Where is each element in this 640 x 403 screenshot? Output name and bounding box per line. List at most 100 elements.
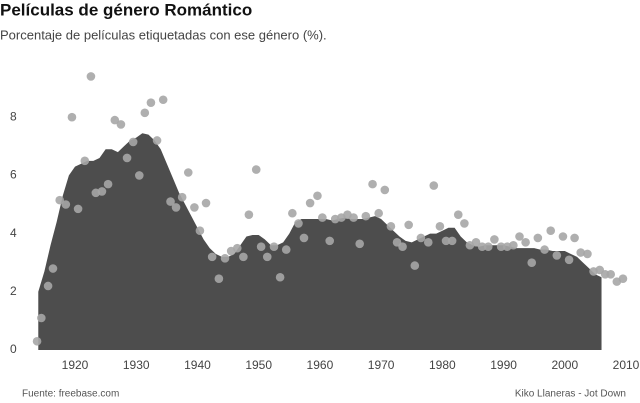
point [552,251,562,260]
point [305,198,315,208]
point [398,242,407,251]
point [361,211,371,221]
point [122,153,132,163]
point [37,313,46,323]
point [533,233,543,243]
point [441,236,451,246]
x-tick-label: 1980 [429,358,456,372]
point [207,252,217,262]
point [195,226,205,235]
x-tick-label: 1960 [307,358,334,372]
y-tick-label: 4 [10,226,17,240]
point [110,115,120,125]
point [325,236,335,246]
chart-subtitle: Porcentaje de películas etiquetadas con … [0,27,327,42]
point [515,232,524,241]
point [73,204,83,214]
point [244,210,254,219]
point [288,208,297,218]
point [429,181,439,190]
point [576,248,586,257]
x-tick-label: 1920 [62,358,89,372]
point [232,243,242,253]
point [32,336,42,346]
point [368,179,377,189]
point [496,242,506,251]
point [251,165,261,174]
point [43,281,53,291]
point [570,233,579,243]
y-tick-label: 6 [10,168,17,182]
credit: Kiko Llaneras - Jot Down [515,389,626,400]
point [509,240,518,250]
point [423,238,433,247]
point [256,242,266,251]
x-tick-label: 1990 [490,358,517,372]
point [374,208,383,218]
y-tick-label: 0 [10,342,17,356]
point [349,213,358,222]
point [61,200,71,209]
point [220,254,230,263]
point [299,233,309,243]
point [140,108,150,118]
point [275,272,285,282]
point [146,98,156,107]
point [294,219,303,228]
point [152,136,162,145]
point [97,187,107,196]
point [460,219,469,228]
point [380,185,390,195]
point [490,235,499,244]
point [564,255,574,265]
point [386,222,396,231]
point [546,226,556,235]
point [583,249,592,259]
point [618,274,628,284]
plot-area: 0 2 4 6 8 1920 1930 1940 1950 1960 1970 1980 1990 200… [10,72,640,372]
point [269,242,279,251]
point [471,238,481,247]
x-tick-label: 2010 [613,358,640,372]
y-tick-label: 8 [10,109,17,123]
point [86,72,96,81]
point [606,270,616,279]
point [313,191,322,201]
x-tick-label: 1930 [123,358,150,372]
point [128,137,138,147]
point [521,238,530,247]
point [201,198,211,208]
point [558,232,568,241]
x-tick-label: 2000 [551,358,578,372]
point [158,95,168,105]
point [183,168,193,177]
point [527,258,537,268]
point [80,156,90,166]
point [416,233,426,243]
point [135,171,144,180]
point [477,242,487,251]
point [318,213,327,222]
point [55,195,65,205]
point [239,252,248,262]
x-tick-label: 1970 [368,358,395,372]
x-tick-label: 1950 [245,358,272,372]
point [103,179,113,189]
point [453,210,463,219]
point [214,274,224,284]
point [116,120,126,129]
point [48,264,58,273]
point [404,220,413,230]
point [435,222,445,231]
point [171,203,181,212]
point [67,112,77,122]
point [262,252,272,262]
y-tick-label: 2 [10,284,17,298]
point [540,245,549,254]
point [483,242,493,251]
source: Fuente: freebase.com [22,389,119,400]
x-tick-label: 1940 [184,358,211,372]
area [38,133,602,350]
point [447,236,457,246]
